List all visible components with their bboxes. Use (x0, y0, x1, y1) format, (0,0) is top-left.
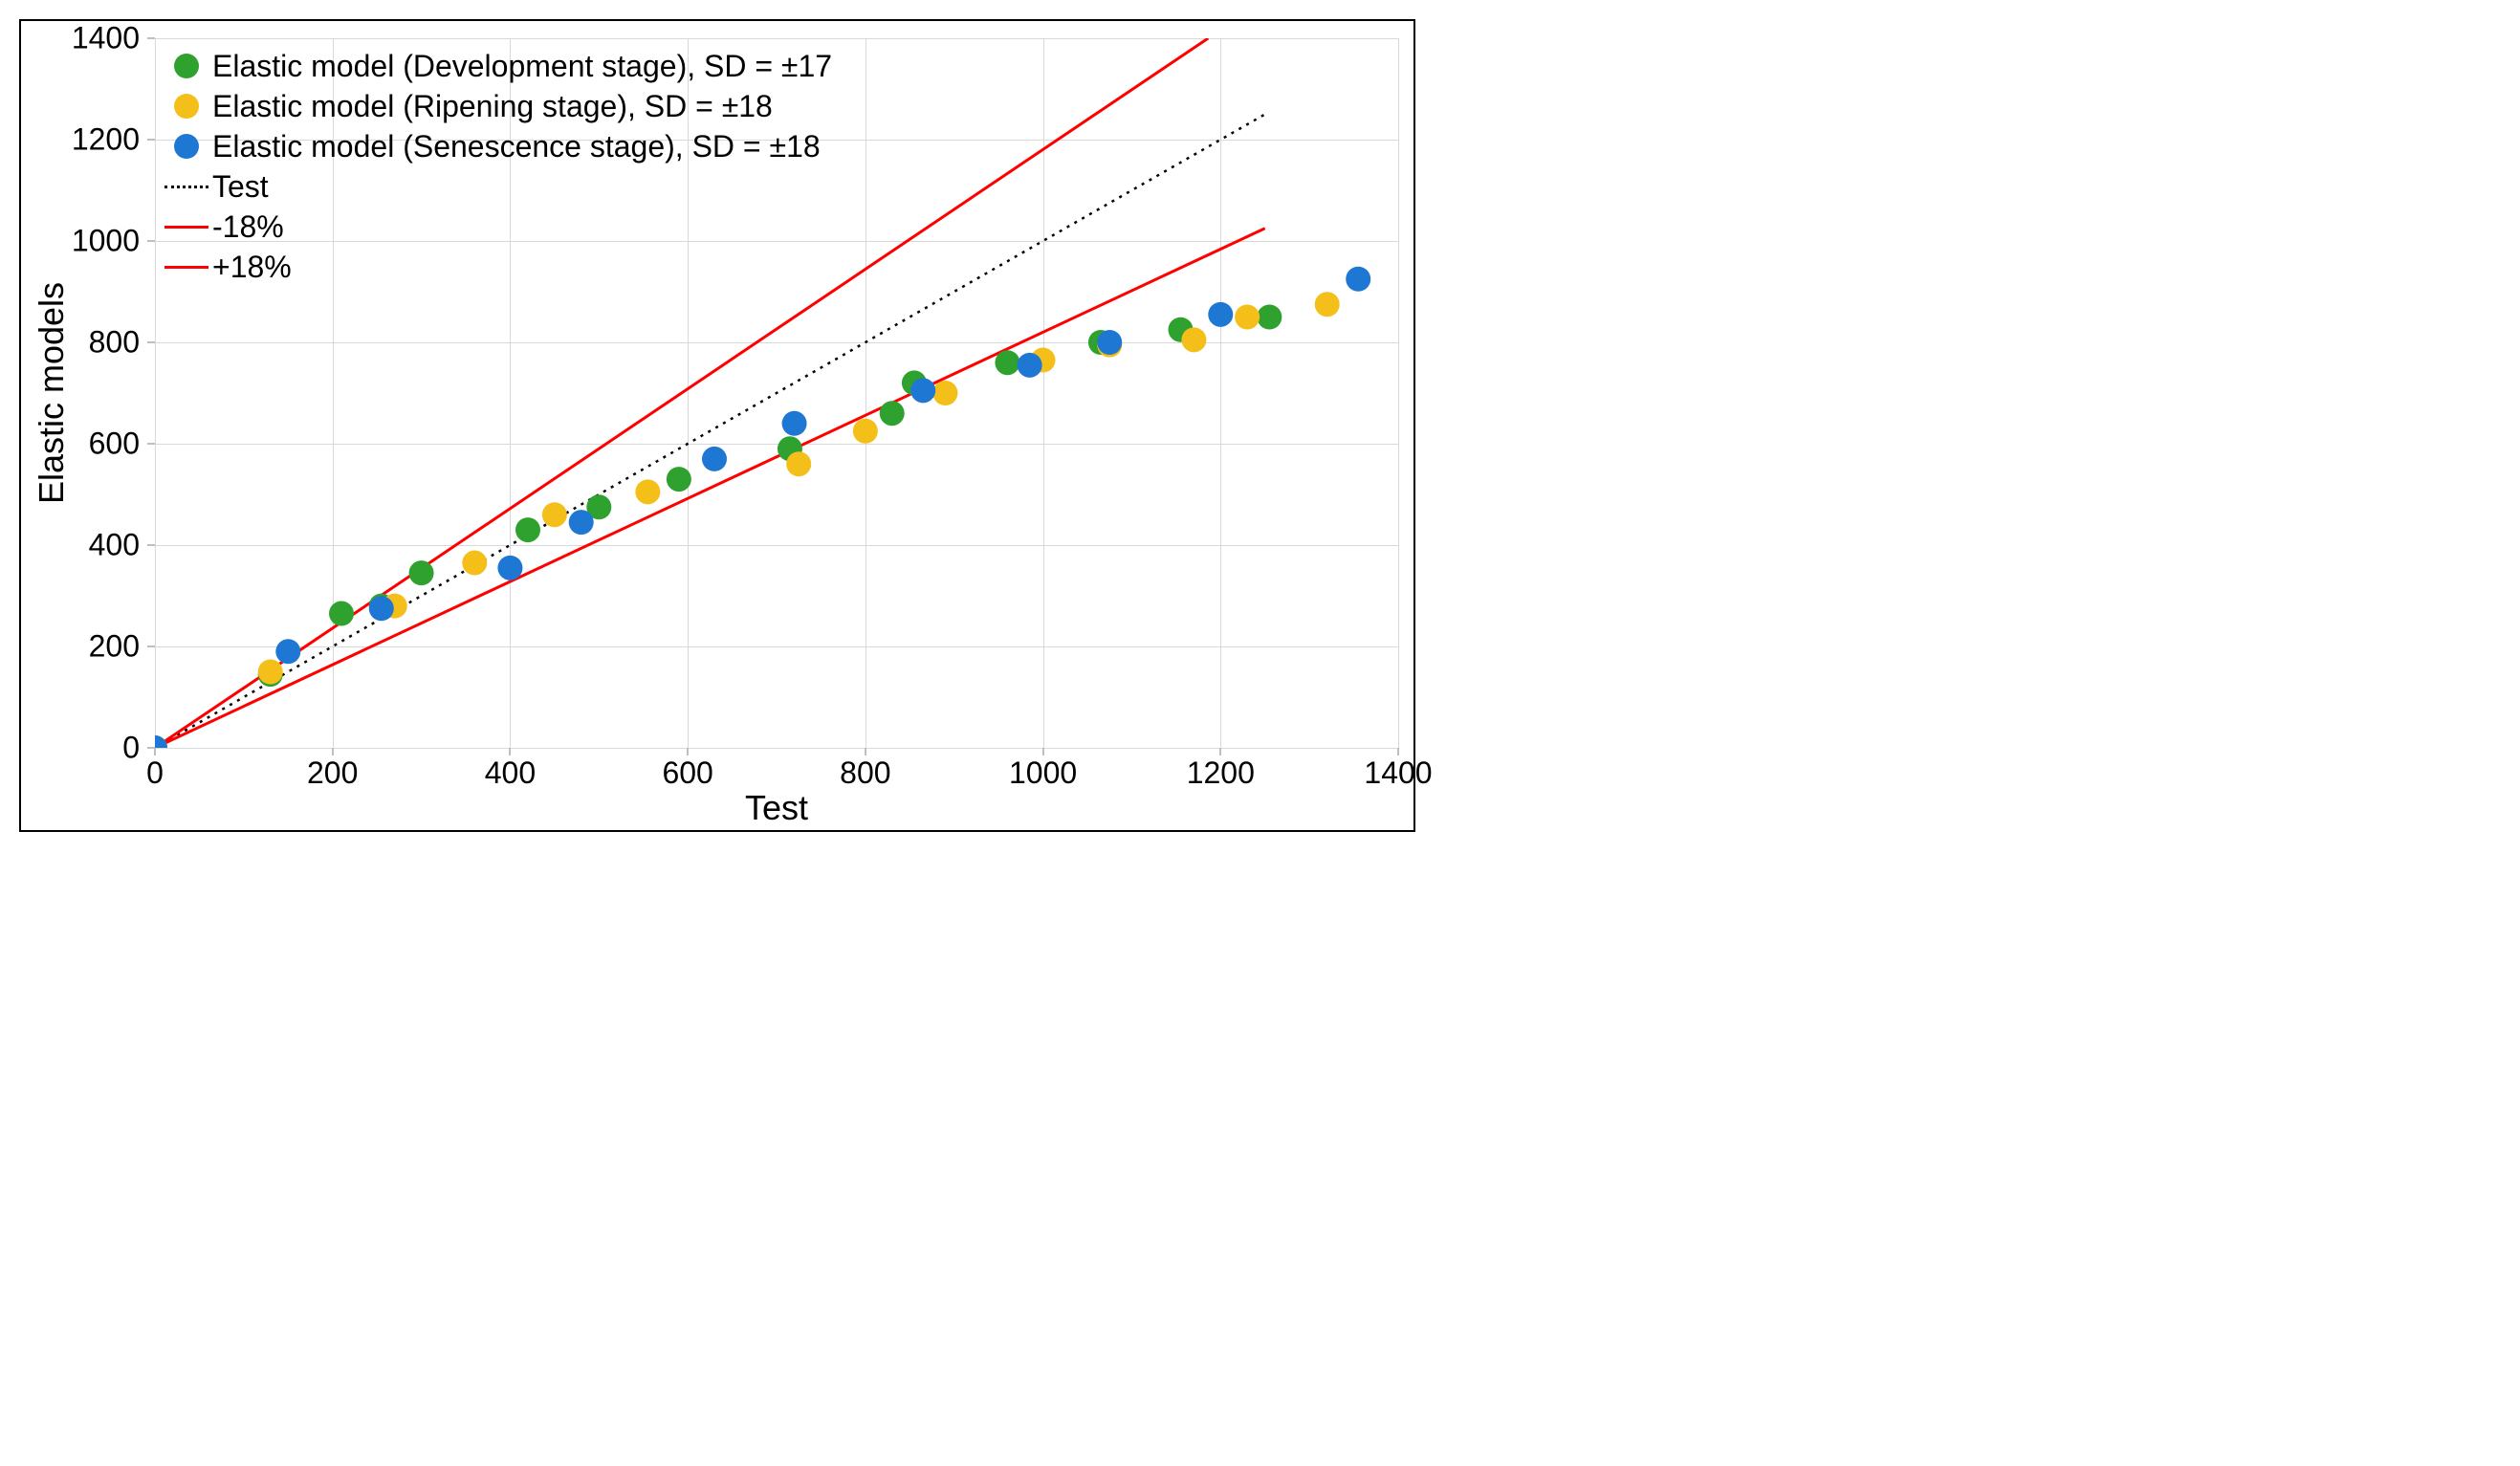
y-tick-mark (147, 544, 155, 546)
legend-label: Elastic model (Development stage), SD = … (212, 49, 832, 84)
y-tick-label: 400 (89, 528, 140, 563)
y-tick-mark (147, 443, 155, 445)
y-tick-mark (147, 341, 155, 343)
point-ripening (258, 660, 283, 685)
x-axis-title: Test (745, 788, 808, 828)
y-tick-mark (147, 139, 155, 141)
legend-solid-line-icon (164, 266, 208, 269)
y-tick-label: 1200 (72, 122, 140, 158)
y-tick-label: 1000 (72, 224, 140, 259)
point-ripening (1235, 305, 1260, 330)
y-axis-title: Elastic models (32, 282, 72, 504)
point-development (1257, 305, 1282, 330)
x-tick-label: 0 (146, 755, 164, 791)
legend-label: Elastic model (Senescence stage), SD = ±… (212, 129, 821, 164)
y-tick-mark (147, 645, 155, 647)
legend-item: -18% (164, 207, 832, 247)
point-senescence (275, 639, 300, 664)
point-development (329, 602, 354, 626)
point-ripening (542, 502, 567, 527)
legend-label: -18% (212, 209, 284, 245)
legend-label: Elastic model (Ripening stage), SD = ±18 (212, 89, 773, 124)
x-tick-mark (687, 748, 689, 755)
y-tick-label: 1400 (72, 21, 140, 56)
point-senescence (910, 378, 935, 403)
plot-area: Elastic model (Development stage), SD = … (155, 38, 1398, 748)
x-tick-mark (509, 748, 511, 755)
grid-line-horizontal (155, 748, 1398, 749)
legend-label: Test (212, 169, 269, 205)
legend: Elastic model (Development stage), SD = … (164, 46, 832, 287)
point-ripening (462, 551, 487, 576)
x-tick-mark (1042, 748, 1044, 755)
point-senescence (497, 556, 522, 580)
legend-label: +18% (212, 250, 292, 285)
x-tick-mark (154, 748, 156, 755)
point-senescence (1018, 353, 1042, 378)
x-tick-mark (865, 748, 866, 755)
point-senescence (1097, 330, 1122, 355)
legend-marker-icon (174, 94, 199, 119)
x-tick-mark (332, 748, 334, 755)
point-ripening (786, 451, 811, 476)
x-tick-label: 1200 (1187, 755, 1255, 791)
point-senescence (1208, 302, 1233, 327)
point-senescence (702, 447, 727, 471)
point-senescence (369, 596, 394, 621)
x-tick-label: 400 (485, 755, 536, 791)
y-tick-label: 0 (122, 731, 140, 766)
point-ripening (932, 381, 957, 405)
x-tick-label: 1000 (1009, 755, 1077, 791)
point-ripening (1315, 292, 1340, 317)
point-development (515, 517, 540, 542)
legend-marker-icon (174, 54, 199, 78)
point-development (409, 560, 434, 585)
y-tick-label: 600 (89, 427, 140, 462)
y-tick-mark (147, 37, 155, 39)
legend-item: Elastic model (Ripening stage), SD = ±18 (164, 86, 832, 126)
x-tick-label: 1400 (1364, 755, 1432, 791)
legend-item: +18% (164, 247, 832, 287)
y-tick-label: 800 (89, 325, 140, 361)
legend-item: Test (164, 166, 832, 207)
legend-marker-icon (174, 134, 199, 159)
point-ripening (1181, 327, 1206, 352)
x-tick-mark (1219, 748, 1221, 755)
y-tick-label: 200 (89, 629, 140, 665)
y-tick-mark (147, 240, 155, 242)
line-minus-18pct (155, 229, 1265, 748)
legend-item: Elastic model (Development stage), SD = … (164, 46, 832, 86)
x-tick-label: 800 (840, 755, 890, 791)
chart-container: Elastic model (Development stage), SD = … (19, 19, 1415, 832)
point-ripening (853, 419, 878, 444)
point-senescence (782, 411, 807, 436)
point-development (880, 401, 905, 426)
y-tick-mark (147, 747, 155, 749)
grid-line-vertical (1398, 38, 1399, 748)
x-tick-mark (1397, 748, 1399, 755)
legend-dotted-line-icon (164, 186, 208, 188)
point-ripening (635, 479, 660, 504)
x-tick-label: 600 (662, 755, 712, 791)
point-senescence (569, 510, 594, 535)
legend-solid-line-icon (164, 226, 208, 229)
point-development (995, 350, 1019, 375)
point-senescence (1346, 267, 1370, 292)
point-development (667, 467, 691, 492)
x-tick-label: 200 (307, 755, 358, 791)
legend-item: Elastic model (Senescence stage), SD = ±… (164, 126, 832, 166)
